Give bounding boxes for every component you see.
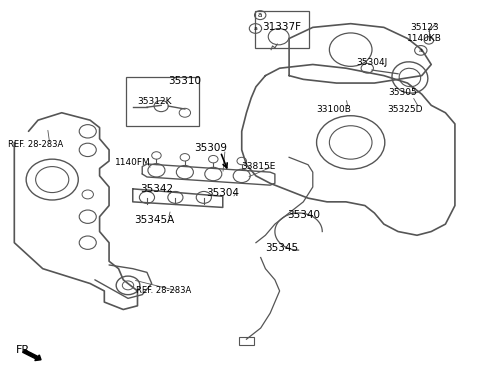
- Bar: [126, 77, 199, 126]
- Text: 1140FM: 1140FM: [115, 158, 151, 168]
- Text: FR.: FR.: [16, 345, 34, 355]
- Text: 35345A: 35345A: [134, 215, 174, 226]
- Text: 35310: 35310: [168, 76, 202, 86]
- Text: 35342: 35342: [140, 184, 173, 194]
- Text: 35304: 35304: [206, 188, 239, 197]
- Text: REF. 28-283A: REF. 28-283A: [8, 140, 63, 149]
- Text: a: a: [419, 48, 423, 53]
- FancyArrow shape: [23, 350, 41, 361]
- Text: 35304J: 35304J: [356, 58, 388, 67]
- Text: 35325D: 35325D: [387, 105, 423, 114]
- Text: 35305: 35305: [388, 88, 417, 97]
- Text: 33100B: 33100B: [317, 105, 351, 114]
- Text: a: a: [258, 12, 263, 18]
- Text: 35123
1140KB: 35123 1140KB: [407, 23, 442, 43]
- Text: 35345: 35345: [265, 243, 299, 253]
- Text: 35312K: 35312K: [137, 97, 171, 106]
- Text: 35309: 35309: [194, 143, 228, 153]
- Bar: [254, 11, 309, 48]
- Text: REF. 28-283A: REF. 28-283A: [136, 286, 191, 295]
- Text: 35340: 35340: [287, 210, 320, 220]
- Text: 33815E: 33815E: [241, 162, 276, 171]
- Bar: [240, 337, 253, 345]
- Text: a: a: [253, 26, 257, 31]
- Text: 31337F: 31337F: [263, 22, 301, 33]
